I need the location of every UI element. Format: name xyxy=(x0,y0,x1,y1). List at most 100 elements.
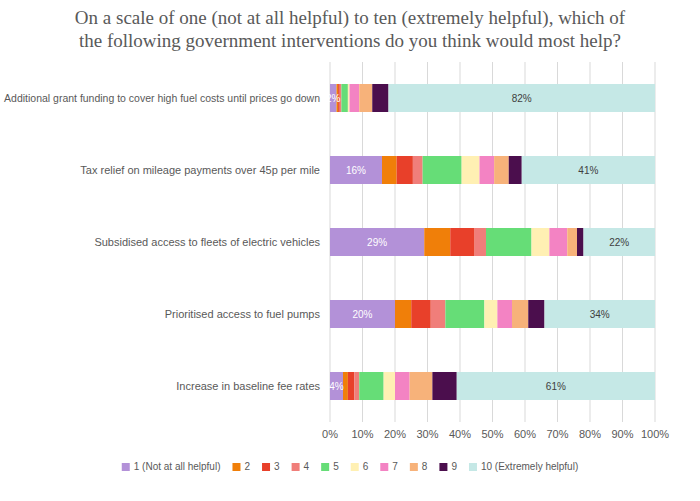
legend-swatch xyxy=(469,463,477,471)
legend-label: 10 (Extremely helpful) xyxy=(481,461,578,472)
legend-swatch xyxy=(292,463,300,471)
legend-label: 8 xyxy=(422,461,428,472)
category-label: Subsidised access to fleets of electric … xyxy=(94,236,320,248)
data-label: 22% xyxy=(609,237,629,248)
bar-segment xyxy=(330,372,343,400)
bar-segment xyxy=(410,372,433,400)
category-label: Tax relief on mileage payments over 45p … xyxy=(80,164,320,176)
data-label: 29% xyxy=(367,237,387,248)
title: On a scale of one (not at all helpful) t… xyxy=(75,7,626,51)
tick-label: 90% xyxy=(611,428,633,440)
bar-segment xyxy=(372,84,388,112)
bar-segment xyxy=(445,300,484,328)
bar-segment xyxy=(532,228,550,256)
bar-segment xyxy=(462,156,480,184)
bar-segment xyxy=(509,156,522,184)
tick-label: 80% xyxy=(579,428,601,440)
tick-label: 30% xyxy=(416,428,438,440)
legend-item: 2 xyxy=(232,461,250,472)
title-group: On a scale of one (not at all helpful) t… xyxy=(75,7,626,51)
bar-segment xyxy=(432,372,456,400)
data-label: 34% xyxy=(590,309,610,320)
category-label: Prioritised access to fuel pumps xyxy=(165,308,321,320)
legend-swatch xyxy=(380,463,388,471)
tick-label: 20% xyxy=(384,428,406,440)
bar-segment xyxy=(528,300,544,328)
bar-segment xyxy=(330,300,395,328)
legend-swatch xyxy=(321,463,329,471)
legend-swatch xyxy=(122,463,130,471)
grid xyxy=(330,62,655,422)
bar-segment xyxy=(413,156,423,184)
legend-item: 10 (Extremely helpful) xyxy=(469,461,578,472)
bars xyxy=(330,84,655,400)
bar-segment xyxy=(494,156,509,184)
legend: 1 (Not at all helpful) 2 3 4 5 6 7 8 9 10 (Extrem… xyxy=(122,461,578,472)
bar-segment xyxy=(359,84,372,112)
legend-swatch xyxy=(351,463,359,471)
bar-segment xyxy=(457,372,655,400)
tick-label: 0% xyxy=(322,428,338,440)
bar-segment xyxy=(424,228,450,256)
legend-label: 3 xyxy=(274,461,280,472)
bar-segment xyxy=(341,84,348,112)
legend-label: 7 xyxy=(392,461,398,472)
tick-label: 60% xyxy=(514,428,536,440)
bar-segment xyxy=(395,372,410,400)
bar-segment xyxy=(330,156,382,184)
bar-segment xyxy=(584,228,656,256)
bar-segment xyxy=(330,228,424,256)
legend-label: 5 xyxy=(333,461,339,472)
legend-item: 5 xyxy=(321,461,339,472)
bar-segment xyxy=(359,372,383,400)
background xyxy=(0,0,700,501)
data-label: 4% xyxy=(329,381,344,392)
bar-segment xyxy=(354,372,359,400)
legend-swatch xyxy=(232,463,240,471)
legend-label: 6 xyxy=(363,461,369,472)
legend-swatch xyxy=(410,463,418,471)
data-label: 2% xyxy=(326,93,341,104)
y-axis: Additional grant funding to cover high f… xyxy=(4,93,320,392)
bar-segment xyxy=(480,156,495,184)
bar-segment xyxy=(382,156,397,184)
legend-label: 9 xyxy=(451,461,457,472)
bar-segment xyxy=(450,228,474,256)
bar-segment xyxy=(348,84,350,112)
legend-item: 4 xyxy=(292,461,310,472)
legend-label: 4 xyxy=(304,461,310,472)
tick-label: 100% xyxy=(641,428,669,440)
tick-label: 40% xyxy=(449,428,471,440)
data-label: 41% xyxy=(578,165,598,176)
legend-item: 3 xyxy=(262,461,280,472)
legend-item: 6 xyxy=(351,461,369,472)
data-label: 20% xyxy=(352,309,372,320)
bar-segment xyxy=(423,156,462,184)
legend-item: 7 xyxy=(380,461,398,472)
bar-segment xyxy=(486,228,532,256)
legend-label: 1 (Not at all helpful) xyxy=(134,461,221,472)
bar-segment xyxy=(497,300,512,328)
bar-segment xyxy=(397,156,413,184)
data-labels: 2%82%16%41%29%22%20%34%4%61% xyxy=(326,93,629,392)
bar-segment xyxy=(577,228,584,256)
legend-label: 2 xyxy=(244,461,250,472)
legend-item: 8 xyxy=(410,461,428,472)
bar-segment xyxy=(395,300,411,328)
data-label: 61% xyxy=(546,381,566,392)
legend-swatch xyxy=(262,463,270,471)
legend-swatch xyxy=(439,463,447,471)
bar-segment xyxy=(348,372,355,400)
x-axis: 0%10%20%30%40%50%60%70%80%90%100% xyxy=(322,428,669,440)
bar-segment xyxy=(384,372,395,400)
bar-segment xyxy=(484,300,497,328)
tick-label: 70% xyxy=(546,428,568,440)
category-label: Additional grant funding to cover high f… xyxy=(4,93,320,104)
data-label: 82% xyxy=(512,93,532,104)
bar-segment xyxy=(475,228,486,256)
category-label: Increase in baseline fee rates xyxy=(176,380,320,392)
bar-segment xyxy=(350,84,360,112)
bar-segment xyxy=(431,300,446,328)
bar-segment xyxy=(411,300,431,328)
bar-segment xyxy=(522,156,655,184)
